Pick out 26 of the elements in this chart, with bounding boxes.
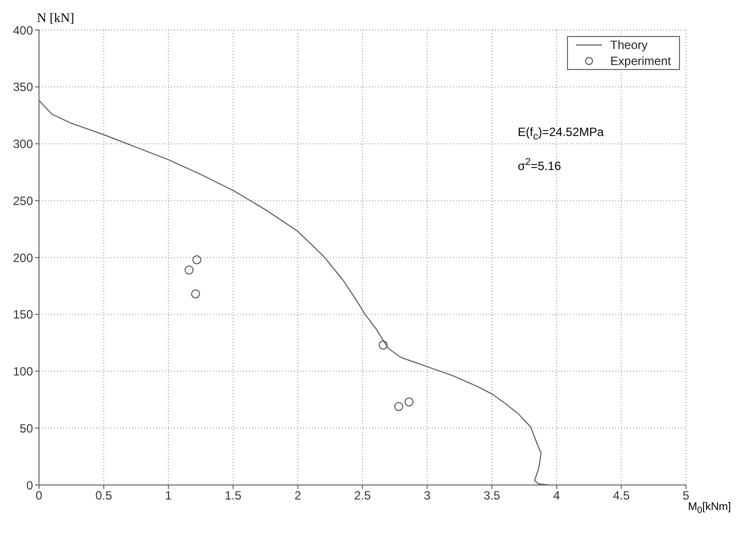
legend-label: Theory [610, 37, 648, 53]
x-tick-label: 2.5 [354, 488, 372, 503]
y-tick-label: 300 [12, 137, 34, 152]
legend-label: Experiment [610, 53, 671, 69]
y-tick-label: 400 [12, 23, 34, 38]
x-tick-label: 3 [424, 488, 431, 503]
x-tick-label: 0.5 [95, 488, 112, 503]
x-tick-label: 0 [36, 488, 43, 503]
x-tick-label: 2 [294, 488, 302, 503]
y-tick-label: 250 [12, 194, 34, 208]
x-tick-label: 1 [165, 488, 172, 503]
x-axis-title: M$_{0}$[kNm] [688, 501, 731, 516]
y-tick-label: 200 [12, 250, 34, 265]
x-tick-label: 1.5 [224, 488, 242, 503]
x-tick-label: 3.5 [484, 488, 501, 503]
y-tick-label: 350 [12, 80, 34, 94]
annotation: E(f$_{c}$)=24.52MPa [518, 125, 604, 143]
y-tick-label: 0 [26, 478, 34, 492]
y-tick-label: 50 [20, 421, 34, 436]
x-tick-label: 4.5 [612, 488, 630, 503]
x-tick-label: 4 [553, 488, 560, 503]
y-tick-label: 100 [12, 364, 34, 379]
y-tick-label: 150 [12, 308, 34, 322]
x-tick-label: 5 [682, 488, 690, 503]
y-axis-title: N [kN] [37, 10, 74, 26]
annotation: σ$^{2}$=5.16 [518, 157, 562, 174]
